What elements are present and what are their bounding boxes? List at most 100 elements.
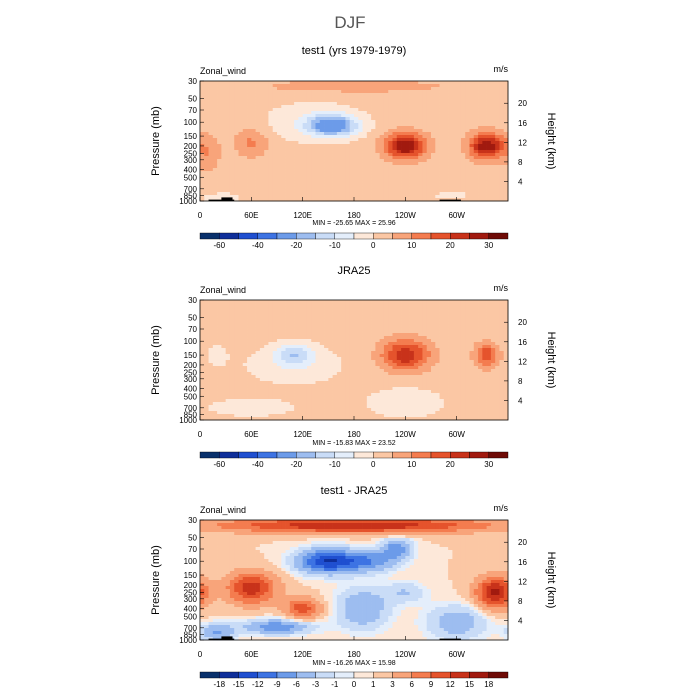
- heat-cell: [460, 369, 466, 373]
- heat-cell: [324, 153, 329, 157]
- heat-cell: [422, 120, 428, 124]
- heat-cell: [435, 324, 440, 328]
- heat-cell: [452, 147, 458, 151]
- heat-cell: [212, 312, 218, 316]
- heat-cell: [319, 111, 325, 115]
- heat-cell: [234, 312, 239, 316]
- heat-cell: [234, 156, 239, 160]
- heat-cell: [238, 174, 244, 178]
- heat-cell: [448, 105, 453, 109]
- heat-cell: [204, 381, 209, 385]
- heat-cell: [490, 159, 496, 163]
- heat-cell: [285, 123, 291, 127]
- heat-cell: [268, 123, 274, 127]
- heat-cell: [298, 300, 304, 304]
- heat-cell: [396, 342, 402, 346]
- heat-cell: [354, 81, 359, 85]
- heat-cell: [238, 123, 244, 127]
- heat-cell: [234, 150, 239, 154]
- heat-cell: [375, 369, 381, 373]
- heat-cell: [401, 324, 406, 328]
- heat-cell: [405, 96, 410, 100]
- heat-cell: [255, 159, 261, 163]
- heat-cell: [409, 90, 415, 94]
- heat-cell: [341, 120, 346, 124]
- heat-cell: [379, 174, 385, 178]
- heat-cell: [379, 372, 385, 376]
- heat-cell: [234, 327, 239, 331]
- heat-cell: [396, 123, 402, 127]
- heat-cell: [375, 192, 381, 196]
- heat-cell: [332, 192, 338, 196]
- heat-cell: [349, 120, 355, 124]
- heat-cell: [251, 342, 256, 346]
- heat-cell: [281, 174, 286, 178]
- heat-cell: [264, 153, 269, 157]
- heat-cell: [289, 303, 295, 307]
- heat-cell: [332, 111, 338, 115]
- heat-cell: [229, 135, 235, 139]
- heat-cell: [503, 81, 509, 85]
- heat-cell: [439, 174, 445, 178]
- heat-cell: [332, 129, 338, 133]
- heat-cell: [405, 351, 410, 355]
- heat-cell: [452, 132, 458, 136]
- heat-cell: [311, 363, 316, 367]
- heat-cell: [371, 180, 376, 184]
- heat-cell: [362, 306, 368, 310]
- heat-cell: [332, 327, 338, 331]
- heat-cell: [264, 195, 269, 199]
- heat-cell: [456, 132, 462, 136]
- heat-cell: [294, 144, 299, 148]
- heat-cell: [208, 369, 214, 373]
- heat-cell: [469, 309, 475, 313]
- heat-cell: [238, 309, 244, 313]
- heat-cell: [431, 93, 436, 97]
- heat-cell: [204, 84, 209, 88]
- heat-cell: [200, 150, 205, 154]
- heat-cell: [431, 327, 436, 331]
- heat-cell: [234, 183, 239, 187]
- heat-cell: [418, 156, 423, 160]
- heat-cell: [486, 309, 492, 313]
- heat-cell: [482, 129, 487, 133]
- heat-cell: [473, 159, 479, 163]
- heat-cell: [285, 192, 291, 196]
- colorbar-label: 0: [371, 241, 376, 250]
- heat-cell: [495, 366, 500, 370]
- heat-cell: [413, 198, 419, 202]
- heat-cell: [336, 378, 342, 382]
- heat-cell: [452, 114, 458, 118]
- heat-cell: [409, 336, 415, 340]
- heat-cell: [272, 90, 278, 94]
- heat-cell: [401, 126, 406, 130]
- heat-cell: [431, 174, 436, 178]
- heat-cell: [217, 138, 222, 142]
- height-tick-label: 4: [518, 177, 523, 186]
- heat-cell: [482, 375, 487, 379]
- heat-cell: [289, 366, 295, 370]
- heat-cell: [482, 144, 487, 148]
- heat-cell: [396, 132, 402, 136]
- heat-cell: [242, 357, 248, 361]
- heat-cell: [255, 87, 261, 91]
- heat-cell: [311, 93, 316, 97]
- heat-cell: [208, 117, 214, 121]
- heat-cell: [255, 114, 261, 118]
- heat-cell: [383, 312, 389, 316]
- heat-cell: [358, 339, 363, 343]
- heat-cell: [217, 141, 222, 145]
- heat-cell: [486, 108, 492, 112]
- heat-cell: [259, 375, 265, 379]
- heat-cell: [354, 123, 359, 127]
- heat-cell: [439, 360, 445, 364]
- heat-cell: [324, 165, 329, 169]
- heat-cell: [255, 375, 261, 379]
- heat-cell: [229, 138, 235, 142]
- heat-cell: [482, 117, 487, 121]
- heat-cell: [435, 342, 440, 346]
- heat-cell: [349, 192, 355, 196]
- heat-cell: [469, 102, 475, 106]
- heat-cell: [503, 372, 509, 376]
- heat-cell: [272, 177, 278, 181]
